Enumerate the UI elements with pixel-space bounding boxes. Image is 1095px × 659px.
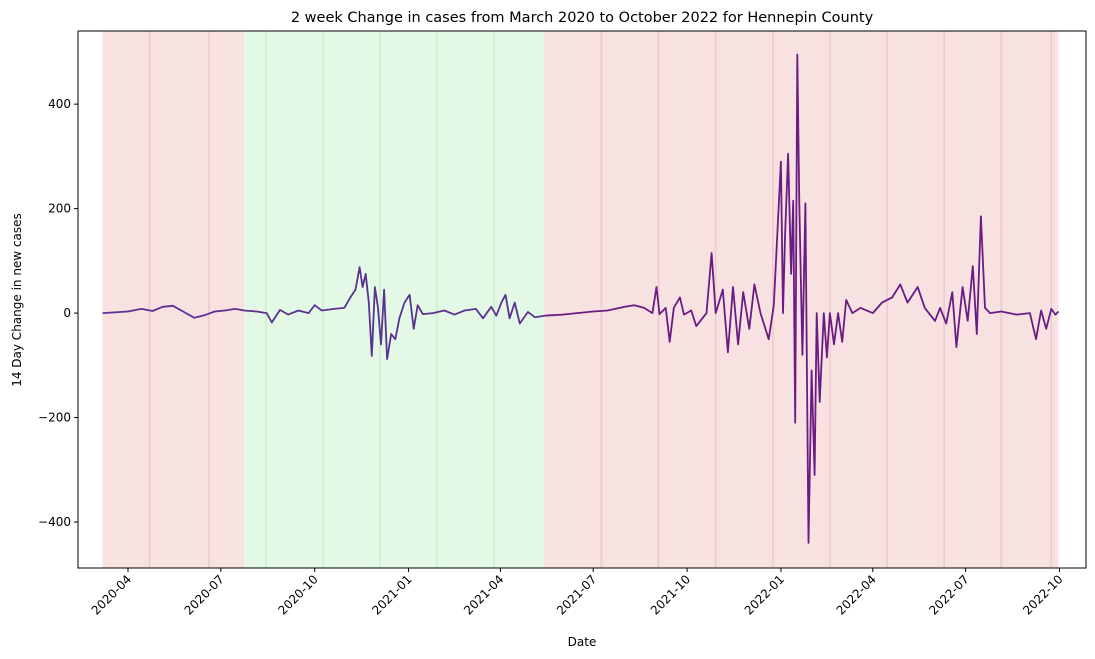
chart-title: 2 week Change in cases from March 2020 t…: [291, 10, 874, 26]
y-tick-label: 400: [48, 97, 71, 111]
x-axis-label: Date: [568, 635, 597, 649]
series-line-2021-2022: [544, 53, 1060, 544]
shaded-period-green: [244, 31, 545, 568]
plot-frame: [77, 30, 1087, 569]
x-tick-label: 2022-10: [1020, 572, 1065, 617]
x-axis-ticks: 2020-04 2020-07 2020-10 2021-01 2021-04 2021-…: [89, 568, 1066, 618]
x-tick-label: 2021-01: [369, 572, 414, 617]
x-tick-label: 2020-07: [182, 572, 227, 617]
x-tick-label: 2020-04: [89, 572, 134, 617]
x-tick-label: 2021-04: [461, 572, 506, 617]
series-line-2020-2021: [102, 266, 545, 360]
x-tick-label: 2020-10: [275, 572, 320, 617]
y-tick-label: 0: [63, 306, 71, 320]
shaded-period-red: [102, 31, 245, 568]
x-tick-label: 2021-07: [554, 572, 599, 617]
y-tick-label: −400: [38, 515, 71, 529]
shaded-periods: [102, 31, 1059, 568]
y-axis-label: 14 Day Change in new cases: [10, 213, 24, 387]
x-tick-label: 2021-10: [648, 572, 693, 617]
y-axis-ticks: −400 −200 0 200 400: [38, 97, 78, 529]
x-tick-label: 2022-01: [742, 572, 787, 617]
y-tick-label: 200: [48, 202, 71, 216]
x-tick-label: 2022-07: [926, 572, 971, 617]
data-series: [102, 53, 1060, 544]
y-tick-label: −200: [38, 411, 71, 425]
x-tick-label: 2022-04: [834, 572, 879, 617]
